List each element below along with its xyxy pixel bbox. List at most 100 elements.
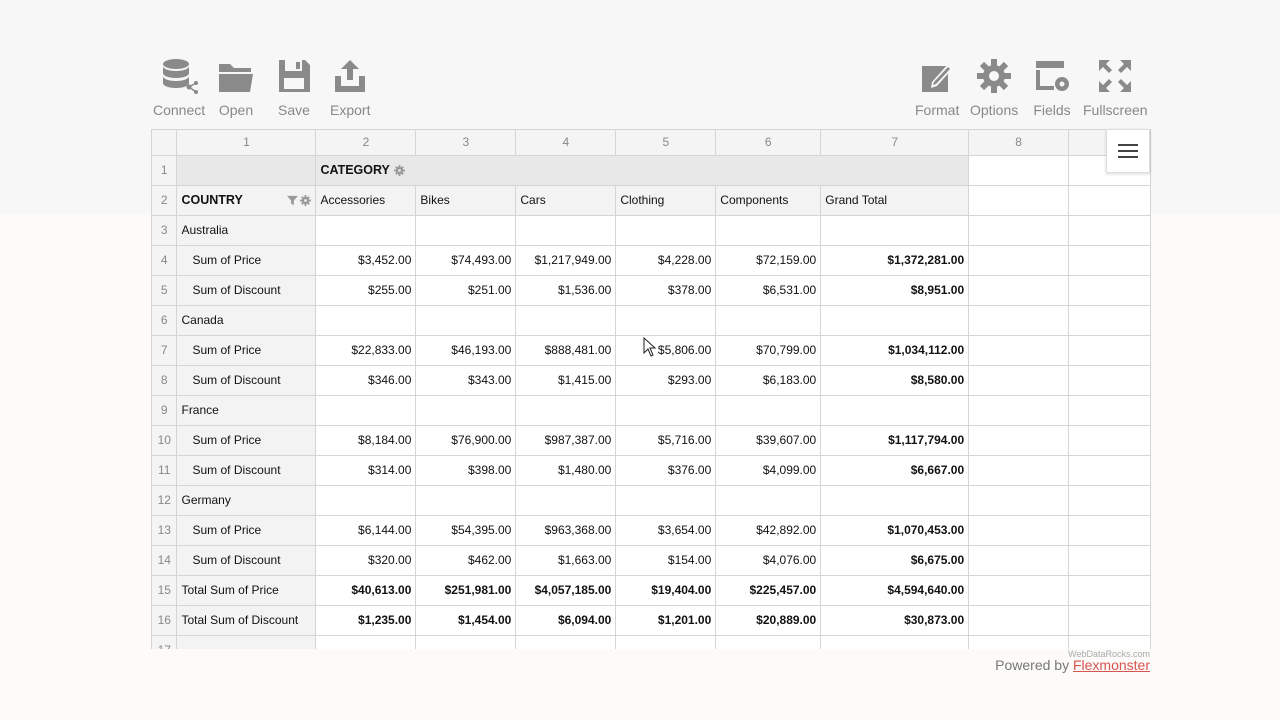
- country-row-label[interactable]: Canada: [176, 305, 317, 336]
- value-cell[interactable]: $8,951.00: [820, 275, 970, 306]
- value-cell[interactable]: $378.00: [615, 275, 717, 306]
- value-cell[interactable]: [515, 215, 617, 246]
- empty-cell[interactable]: [1068, 635, 1151, 649]
- empty-cell[interactable]: [1068, 305, 1151, 336]
- open-button[interactable]: Open: [217, 56, 255, 118]
- empty-cell[interactable]: [176, 635, 317, 649]
- country-row-label[interactable]: France: [176, 395, 317, 426]
- measure-row-label[interactable]: Sum of Price: [176, 425, 317, 456]
- value-cell[interactable]: $251,981.00: [415, 575, 517, 606]
- value-cell[interactable]: $1,480.00: [515, 455, 617, 486]
- value-cell[interactable]: $1,034,112.00: [820, 335, 970, 366]
- value-cell[interactable]: [415, 635, 517, 649]
- empty-cell[interactable]: [968, 395, 1070, 426]
- empty-cell[interactable]: [968, 245, 1070, 276]
- empty-cell[interactable]: [1068, 575, 1151, 606]
- empty-cell[interactable]: [1068, 245, 1151, 276]
- connect-button[interactable]: Connect: [153, 56, 205, 118]
- empty-cell[interactable]: [968, 515, 1070, 546]
- value-cell[interactable]: $293.00: [615, 365, 717, 396]
- value-cell[interactable]: [415, 215, 517, 246]
- value-cell[interactable]: [515, 395, 617, 426]
- category-column-header[interactable]: Accessories: [315, 185, 417, 216]
- empty-cell[interactable]: [1068, 515, 1151, 546]
- empty-cell[interactable]: [1068, 545, 1151, 576]
- value-cell[interactable]: $154.00: [615, 545, 717, 576]
- value-cell[interactable]: $72,159.00: [715, 245, 822, 276]
- gear-icon[interactable]: [393, 164, 405, 176]
- empty-cell[interactable]: [1068, 425, 1151, 456]
- empty-cell[interactable]: [1068, 215, 1151, 246]
- category-column-header[interactable]: Bikes: [415, 185, 517, 216]
- value-cell[interactable]: $1,235.00: [315, 605, 417, 636]
- column-header[interactable]: 2: [315, 130, 417, 156]
- value-cell[interactable]: $74,493.00: [415, 245, 517, 276]
- value-cell[interactable]: [615, 635, 717, 649]
- empty-cell[interactable]: [968, 365, 1070, 396]
- value-cell[interactable]: $1,415.00: [515, 365, 617, 396]
- empty-cell[interactable]: [1068, 365, 1151, 396]
- format-button[interactable]: Format: [915, 56, 959, 118]
- value-cell[interactable]: $1,536.00: [515, 275, 617, 306]
- value-cell[interactable]: [715, 305, 822, 336]
- value-cell[interactable]: [615, 485, 717, 516]
- empty-cell[interactable]: [968, 215, 1070, 246]
- value-cell[interactable]: $1,663.00: [515, 545, 617, 576]
- value-cell[interactable]: $6,094.00: [515, 605, 617, 636]
- fields-button[interactable]: Fields: [1033, 56, 1071, 118]
- measure-row-label[interactable]: Sum of Price: [176, 515, 317, 546]
- country-row-label[interactable]: Australia: [176, 215, 317, 246]
- value-cell[interactable]: $4,594,640.00: [820, 575, 970, 606]
- measure-row-label[interactable]: Sum of Discount: [176, 275, 317, 306]
- value-cell[interactable]: $6,531.00: [715, 275, 822, 306]
- measure-row-label[interactable]: Sum of Discount: [176, 545, 317, 576]
- value-cell[interactable]: $42,892.00: [715, 515, 822, 546]
- empty-cell[interactable]: [968, 335, 1070, 366]
- category-column-header[interactable]: Clothing: [615, 185, 717, 216]
- gear-icon[interactable]: [300, 194, 312, 206]
- value-cell[interactable]: $462.00: [415, 545, 517, 576]
- empty-cell[interactable]: [968, 185, 1070, 216]
- value-cell[interactable]: [715, 395, 822, 426]
- category-column-header[interactable]: Cars: [515, 185, 617, 216]
- value-cell[interactable]: $1,217,949.00: [515, 245, 617, 276]
- value-cell[interactable]: [515, 305, 617, 336]
- value-cell[interactable]: [615, 395, 717, 426]
- value-cell[interactable]: $4,228.00: [615, 245, 717, 276]
- value-cell[interactable]: $8,580.00: [820, 365, 970, 396]
- column-header[interactable]: 8: [968, 130, 1070, 156]
- value-cell[interactable]: $40,613.00: [315, 575, 417, 606]
- column-header[interactable]: 1: [176, 130, 317, 156]
- empty-cell[interactable]: [1068, 455, 1151, 486]
- value-cell[interactable]: $70,799.00: [715, 335, 822, 366]
- value-cell[interactable]: $6,183.00: [715, 365, 822, 396]
- value-cell[interactable]: [315, 635, 417, 649]
- value-cell[interactable]: [515, 485, 617, 516]
- empty-cell[interactable]: [968, 305, 1070, 336]
- value-cell[interactable]: [715, 485, 822, 516]
- value-cell[interactable]: $19,404.00: [615, 575, 717, 606]
- value-cell[interactable]: [820, 485, 970, 516]
- value-cell[interactable]: [715, 635, 822, 649]
- empty-cell[interactable]: [1068, 335, 1151, 366]
- value-cell[interactable]: [315, 305, 417, 336]
- value-cell[interactable]: $5,806.00: [615, 335, 717, 366]
- column-header[interactable]: 3: [415, 130, 517, 156]
- value-cell[interactable]: $4,057,185.00: [515, 575, 617, 606]
- value-cell[interactable]: [415, 305, 517, 336]
- value-cell[interactable]: $320.00: [315, 545, 417, 576]
- value-cell[interactable]: [515, 635, 617, 649]
- value-cell[interactable]: $22,833.00: [315, 335, 417, 366]
- value-cell[interactable]: $1,372,281.00: [820, 245, 970, 276]
- filter-icon[interactable]: [287, 195, 299, 206]
- column-header[interactable]: 5: [615, 130, 717, 156]
- value-cell[interactable]: [820, 305, 970, 336]
- value-cell[interactable]: $6,144.00: [315, 515, 417, 546]
- value-cell[interactable]: $1,454.00: [415, 605, 517, 636]
- empty-cell[interactable]: [968, 575, 1070, 606]
- options-button[interactable]: Options: [970, 56, 1018, 118]
- empty-cell[interactable]: [1068, 485, 1151, 516]
- category-column-header[interactable]: Components: [715, 185, 822, 216]
- country-row-label[interactable]: Germany: [176, 485, 317, 516]
- value-cell[interactable]: $30,873.00: [820, 605, 970, 636]
